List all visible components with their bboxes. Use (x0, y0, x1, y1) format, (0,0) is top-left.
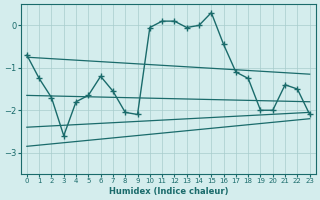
X-axis label: Humidex (Indice chaleur): Humidex (Indice chaleur) (108, 187, 228, 196)
